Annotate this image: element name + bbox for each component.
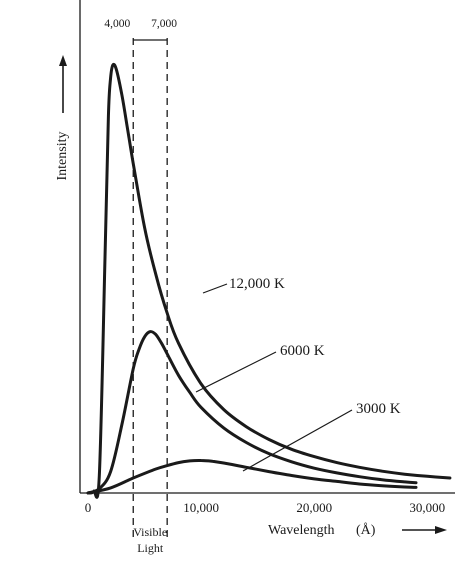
series-line-3000k [86,458,418,495]
curve-label-3000k: 3000 K [356,401,401,417]
x-tick-label: 0 [85,500,92,515]
curve-label-6000k: 6000 K [280,343,325,359]
leader-12000k [202,283,228,294]
x-tick-label: 30,000 [409,500,445,515]
curves [86,62,452,499]
series-line-12000k [86,62,452,499]
leader-3000k [242,409,353,472]
series-line-6000k [86,330,418,495]
visible-light-band: 4,000 7,000 Visible Light [104,18,177,555]
visible-light-label-line2: Light [137,541,164,555]
axes [79,0,455,494]
curve-label-12000k: 12,000 K [229,276,285,292]
curve-labels: 12,000 K 6000 K 3000 K [195,276,401,472]
x-axis-title: Wavelength [268,523,335,538]
y-axis-title: Intensity [55,132,70,181]
leader-6000k [195,351,277,393]
x-tick-label: 10,000 [183,500,219,515]
visible-light-label-line1: Visible [133,525,167,539]
x-tick-label: 20,000 [296,500,332,515]
visible-start-label: 4,000 [104,18,130,30]
x-axis-arrow-head [435,526,447,534]
x-axis-unit: (Å) [356,522,376,538]
x-tick-labels: 0 10,000 20,000 30,000 [85,500,445,515]
visible-end-label: 7,000 [151,18,177,30]
axis-titles: Intensity Wavelength (Å) [55,55,447,538]
y-axis-arrow-head [59,55,67,66]
